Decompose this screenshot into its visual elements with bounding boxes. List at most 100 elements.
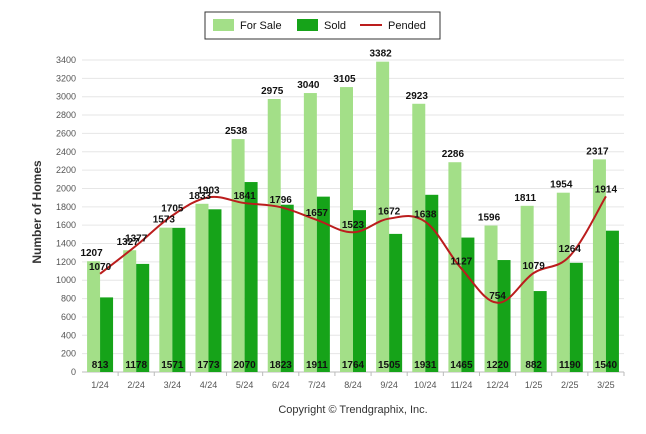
y-tick-label: 1400 xyxy=(56,239,76,249)
legend-label-pended: Pended xyxy=(388,20,426,32)
x-tick-label: 3/24 xyxy=(164,380,182,390)
bar-sold xyxy=(316,196,330,372)
label-for-sale: 1573 xyxy=(153,215,176,226)
legend-label-for-sale: For Sale xyxy=(240,20,282,32)
pended-line-path xyxy=(99,195,607,304)
label-sold: 813 xyxy=(92,360,109,371)
label-for-sale: 3105 xyxy=(333,74,356,85)
bar-for-sale xyxy=(376,61,390,372)
x-axis: 1/24 2/24 3/24 4/24 5/24 6/24 7/24 8/24 9/24 10/2… xyxy=(91,372,625,390)
bar-for-sale xyxy=(340,87,353,372)
bar-sold xyxy=(425,194,439,372)
label-sold: 1540 xyxy=(595,360,618,371)
y-tick-label: 3200 xyxy=(56,73,76,83)
bar-sold xyxy=(533,291,547,372)
x-tick-label: 10/24 xyxy=(414,380,437,390)
y-tick-label: 2400 xyxy=(56,147,76,157)
x-tick-label: 1/25 xyxy=(525,380,543,390)
y-tick-label: 2800 xyxy=(56,110,76,120)
data-labels: 1207 813 1327 1178 1573 1571 1833 1773 2538 2070 2… xyxy=(80,49,617,371)
bar-sold xyxy=(244,182,258,372)
y-tick-label: 1000 xyxy=(56,275,76,285)
label-pended: 1914 xyxy=(595,184,618,195)
label-pended: 1264 xyxy=(559,244,582,255)
bar-sold xyxy=(172,227,186,372)
legend: For Sale Sold Pended xyxy=(204,11,441,40)
legend-swatch-sold xyxy=(297,19,318,31)
label-pended: 1127 xyxy=(451,257,473,268)
bar-for-sale xyxy=(303,93,317,373)
y-tick-label: 1600 xyxy=(56,220,76,230)
copyright-credit: Copyright © Trendgraphix, Inc. xyxy=(278,404,427,416)
y-tick-label: 400 xyxy=(61,330,76,340)
label-sold: 1178 xyxy=(125,360,147,371)
x-tick-label: 5/24 xyxy=(236,380,254,390)
bar-for-sale xyxy=(123,250,137,372)
legend-swatch-for-sale xyxy=(213,19,234,31)
y-tick-label: 200 xyxy=(61,349,76,359)
label-sold: 1220 xyxy=(486,360,509,371)
label-pended: 1638 xyxy=(414,210,437,221)
y-tick-label: 1800 xyxy=(56,202,76,212)
bar-sold xyxy=(353,210,366,372)
label-for-sale: 1811 xyxy=(514,193,536,204)
label-pended: 1657 xyxy=(306,208,329,219)
bar-for-sale xyxy=(159,227,173,372)
y-tick-label: 0 xyxy=(71,367,76,377)
label-sold: 882 xyxy=(525,360,542,371)
label-sold: 1764 xyxy=(342,360,365,371)
label-for-sale: 1207 xyxy=(80,248,103,259)
y-tick-label: 3000 xyxy=(56,92,76,102)
bar-for-sale xyxy=(87,261,101,372)
y-tick-label: 800 xyxy=(61,294,76,304)
label-pended: 1070 xyxy=(89,262,112,273)
label-for-sale: 2317 xyxy=(586,146,609,157)
bar-sold xyxy=(208,209,222,372)
x-tick-label: 9/24 xyxy=(380,380,398,390)
label-sold: 1773 xyxy=(197,360,220,371)
label-sold: 1931 xyxy=(414,360,437,371)
y-tick-label: 1200 xyxy=(56,257,76,267)
bar-sold xyxy=(389,233,403,372)
label-pended: 1523 xyxy=(342,220,365,231)
label-pended: 1841 xyxy=(233,191,256,202)
label-pended: 1377 xyxy=(125,234,148,245)
label-pended: 1672 xyxy=(378,207,401,218)
bar-sold xyxy=(100,297,114,372)
bar-sold xyxy=(280,204,294,372)
bar-sold xyxy=(605,230,619,372)
label-sold: 1911 xyxy=(306,360,328,371)
x-tick-label: 11/24 xyxy=(450,380,472,390)
label-pended: 1079 xyxy=(523,261,546,272)
y-tick-label: 2600 xyxy=(56,128,76,138)
y-tick-label: 600 xyxy=(61,312,76,322)
label-for-sale: 3040 xyxy=(297,80,320,91)
bar-for-sale xyxy=(556,192,570,372)
bar-for-sale xyxy=(231,139,245,372)
y-tick-label: 2000 xyxy=(56,183,76,193)
bar-for-sale xyxy=(520,205,534,372)
label-sold: 1465 xyxy=(450,360,473,371)
label-for-sale: 2975 xyxy=(261,86,284,97)
y-axis-title: Number of Homes xyxy=(30,160,44,264)
label-pended: 1796 xyxy=(270,195,293,206)
label-sold: 1505 xyxy=(378,360,401,371)
label-for-sale: 2538 xyxy=(225,126,248,137)
label-sold: 2070 xyxy=(233,360,256,371)
legend-label-sold: Sold xyxy=(324,20,346,32)
label-pended: 1903 xyxy=(197,185,220,196)
label-sold: 1571 xyxy=(161,360,184,371)
label-pended: 1705 xyxy=(161,204,184,215)
legend-box xyxy=(204,11,441,40)
bar-sold xyxy=(569,262,583,372)
pended-line xyxy=(99,195,607,304)
bar-for-sale xyxy=(267,99,281,372)
label-for-sale: 1327 xyxy=(117,237,140,248)
bar-for-sale xyxy=(195,203,209,372)
label-for-sale: 3382 xyxy=(370,49,393,60)
label-for-sale: 2286 xyxy=(442,149,465,160)
x-tick-label: 4/24 xyxy=(200,380,218,390)
label-for-sale: 1596 xyxy=(478,213,501,224)
label-for-sale: 1954 xyxy=(550,180,573,191)
